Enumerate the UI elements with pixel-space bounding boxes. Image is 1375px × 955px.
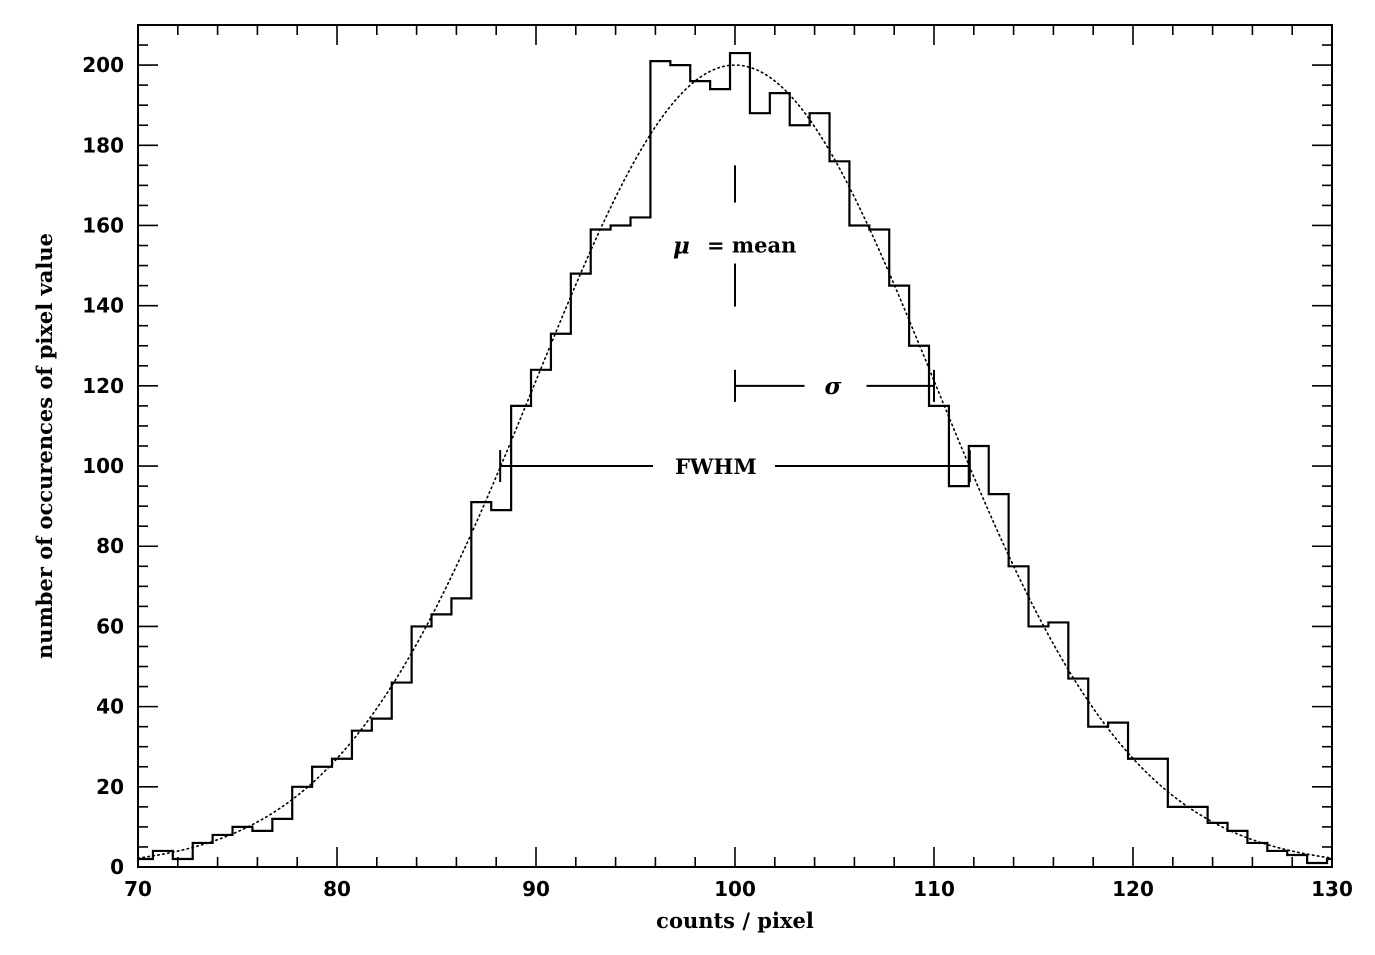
sigma-label: σ	[825, 373, 842, 400]
annotations: μ = mean σ FWHM	[499, 165, 971, 483]
y-tick-label: 200	[82, 53, 124, 77]
histogram-line	[138, 51, 1332, 865]
y-tick-label: 40	[96, 695, 124, 719]
plot-border	[137, 24, 1333, 868]
y-tick-label: 80	[96, 534, 124, 558]
y-tick-label: 60	[96, 614, 124, 638]
y-tick-label: 180	[82, 133, 124, 157]
y-tick-label: 160	[82, 213, 124, 237]
y-tick-label: 0	[110, 855, 124, 879]
x-axis-label: counts / pixel	[656, 908, 814, 933]
x-tick-label: 130	[1311, 877, 1353, 901]
gaussian-fit-series	[137, 64, 1333, 859]
fwhm-label: FWHM	[675, 454, 757, 479]
y-tick-label: 20	[96, 775, 124, 799]
plot-frame	[137, 24, 1333, 868]
tick-labels: 70 80 90 100 110 120 130 0 20 40 60 80 100 120 140 160 1…	[82, 53, 1353, 901]
mean-label: = mean	[707, 233, 796, 258]
y-axis-label: number of occurences of pixel value	[32, 233, 57, 659]
gaussian-fit-line	[137, 64, 1333, 859]
x-tick-label: 100	[714, 877, 756, 901]
x-tick-label: 120	[1112, 877, 1154, 901]
histogram-series	[138, 51, 1332, 865]
mean-symbol: μ	[673, 233, 690, 260]
x-tick-label: 80	[323, 877, 351, 901]
y-tick-label: 140	[82, 294, 124, 318]
x-tick-label: 70	[124, 877, 152, 901]
y-tick-label: 100	[82, 454, 124, 478]
x-tick-label: 90	[522, 877, 550, 901]
x-tick-label: 110	[913, 877, 955, 901]
axis-ticks	[137, 24, 1333, 868]
y-tick-label: 120	[82, 374, 124, 398]
